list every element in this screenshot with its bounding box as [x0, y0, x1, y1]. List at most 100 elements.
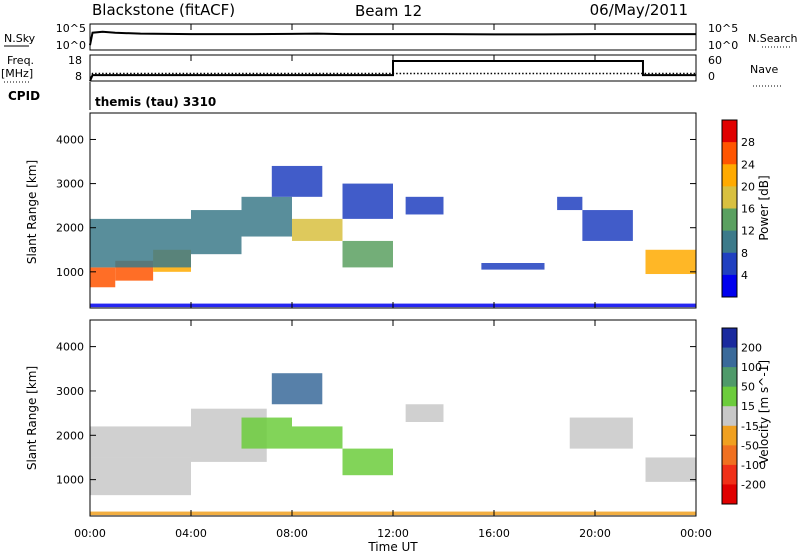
- velocity-colorbar-swatch: [722, 484, 737, 505]
- velocity-colorbar-title: Velocity [m s^-1]: [757, 360, 771, 464]
- power-colorbar-swatch: [722, 208, 737, 232]
- sky-tick-bottom: 10^0: [56, 39, 86, 52]
- power-echo-region: [481, 263, 545, 270]
- velocity-echo-region: [90, 457, 191, 496]
- power-echo-region: [557, 196, 583, 211]
- power-echo-region: [342, 240, 393, 268]
- power-colorbar-tick: 20: [741, 180, 755, 193]
- cpid-label: CPID: [8, 89, 40, 103]
- velocity-echo-region: [569, 417, 633, 449]
- power-colorbar-frame: [721, 119, 738, 298]
- velocity-echo-region: [405, 404, 444, 422]
- y-tick-label: 4000: [56, 133, 84, 146]
- freq-panel: Freq. [MHz] 18 8 60 0 Nave: [1, 54, 781, 87]
- velocity-colorbar-swatch: [722, 328, 737, 349]
- nave-tick-top: 60: [708, 54, 722, 67]
- power-echo-region: [582, 210, 633, 241]
- freq-unit-label: [MHz]: [1, 67, 33, 80]
- y-tick-label: 1000: [56, 474, 84, 487]
- search-tick-top: 10^5: [708, 22, 738, 35]
- velocity-panel: 1000 2000 3000 4000 Slant Range [km]: [25, 319, 697, 517]
- nave-line: [89, 60, 696, 82]
- velocity-colorbar-tick: 100: [741, 361, 762, 374]
- velocity-colorbar-swatches: [722, 328, 737, 505]
- velocity-colorbar-tick: 50: [741, 381, 755, 394]
- velocity-colorbar-tick: -200: [741, 478, 766, 491]
- power-panel: 1000 2000 3000 4000 Slant Range [km]: [25, 112, 697, 309]
- y-tick-label: 3000: [56, 385, 84, 398]
- power-colorbar-swatch: [722, 164, 737, 187]
- freq-tick-top: 18: [68, 54, 82, 67]
- x-tick-label: 00:00: [680, 527, 712, 540]
- power-colorbar-ticks: 28 24 20 16 12 8 4: [741, 136, 755, 282]
- velocity-echo-region: [292, 426, 343, 449]
- velocity-colorbar-tick: -50: [741, 439, 759, 452]
- cpid-text: themis (tau) 3310: [95, 95, 216, 109]
- velocity-y-ticks: 1000 2000 3000 4000: [56, 341, 696, 487]
- y-tick-label: 1000: [56, 266, 84, 279]
- power-colorbar-swatch: [722, 274, 737, 298]
- y-tick-label: 4000: [56, 341, 84, 354]
- x-tick-label: 00:00: [74, 527, 106, 540]
- nave-label: Nave: [750, 63, 778, 76]
- power-echo-region: [292, 218, 343, 241]
- power-echo-region: [405, 196, 444, 215]
- time-axis: 00:00 04:00 08:00 12:00 16:00 20:00 00:00: [74, 24, 712, 540]
- velocity-echo-region: [645, 457, 696, 482]
- nave-tick-bottom: 0: [708, 70, 715, 83]
- y-tick-label: 2000: [56, 222, 84, 235]
- power-colorbar-tick: 4: [741, 269, 748, 282]
- x-tick-label: 16:00: [478, 527, 510, 540]
- power-echo-region: [90, 218, 191, 268]
- power-ylabel: Slant Range [km]: [25, 160, 39, 264]
- power-colorbar-swatch: [722, 252, 737, 276]
- velocity-colorbar-swatch: [722, 347, 737, 368]
- station-title: Blackstone (fitACF): [92, 1, 235, 19]
- date-title: 06/May/2011: [590, 1, 688, 19]
- power-echo-region: [271, 165, 323, 197]
- freq-tick-bottom: 8: [75, 70, 82, 83]
- time-axis-label: Time UT: [367, 540, 418, 554]
- sky-label: N.Sky: [4, 32, 36, 45]
- beam-title: Beam 12: [355, 2, 422, 20]
- power-colorbar-swatch: [722, 186, 737, 209]
- power-colorbar-tick: 16: [741, 203, 755, 216]
- power-colorbar-tick: 8: [741, 247, 748, 260]
- velocity-colorbar-frame: [721, 327, 738, 505]
- power-colorbar-swatch: [722, 142, 737, 165]
- x-tick-label: 04:00: [175, 527, 207, 540]
- velocity-colorbar-tick: 15: [741, 400, 755, 413]
- search-tick-bottom: 10^0: [708, 39, 738, 52]
- power-colorbar-tick: 24: [741, 158, 755, 171]
- power-y-ticks: 1000 2000 3000 4000: [56, 133, 696, 279]
- velocity-echo-region: [342, 448, 393, 476]
- search-label: N.Search: [748, 32, 798, 45]
- velocity-colorbar-tick: -100: [741, 459, 766, 472]
- y-tick-label: 3000: [56, 178, 84, 191]
- velocity-colorbar: 200 100 50 15 -15 -50 -100 -200 Velocity [m s^-…: [721, 327, 771, 505]
- x-tick-label: 12:00: [377, 527, 409, 540]
- power-colorbar-swatches: [722, 120, 737, 298]
- sky-noise-line: [89, 30, 696, 46]
- velocity-colorbar-ticks: 200 100 50 15 -15 -50 -100 -200: [741, 342, 766, 492]
- power-colorbar-tick: 12: [741, 225, 755, 238]
- velocity-colorbar-swatch: [722, 367, 737, 388]
- velocity-data: [90, 373, 696, 516]
- velocity-echo-region: [90, 426, 191, 458]
- velocity-colorbar-tick: -15: [741, 420, 759, 433]
- x-tick-label: 08:00: [276, 527, 308, 540]
- velocity-colorbar-swatch: [722, 445, 737, 466]
- velocity-echo-region: [271, 373, 323, 405]
- noise-panel: N.Sky 10^5 10^0 10^5 10^0 N.Search: [4, 22, 798, 52]
- velocity-colorbar-tick: 200: [741, 342, 762, 355]
- power-colorbar-tick: 28: [741, 136, 755, 149]
- power-colorbar-swatch: [722, 230, 737, 254]
- sky-tick-top: 10^5: [56, 22, 86, 35]
- cpid-row: CPID themis (tau) 3310: [8, 82, 216, 110]
- power-echo-region: [645, 249, 696, 275]
- velocity-ylabel: Slant Range [km]: [25, 366, 39, 470]
- y-tick-label: 2000: [56, 429, 84, 442]
- frequency-line: [89, 72, 696, 82]
- velocity-colorbar-swatch: [722, 386, 737, 407]
